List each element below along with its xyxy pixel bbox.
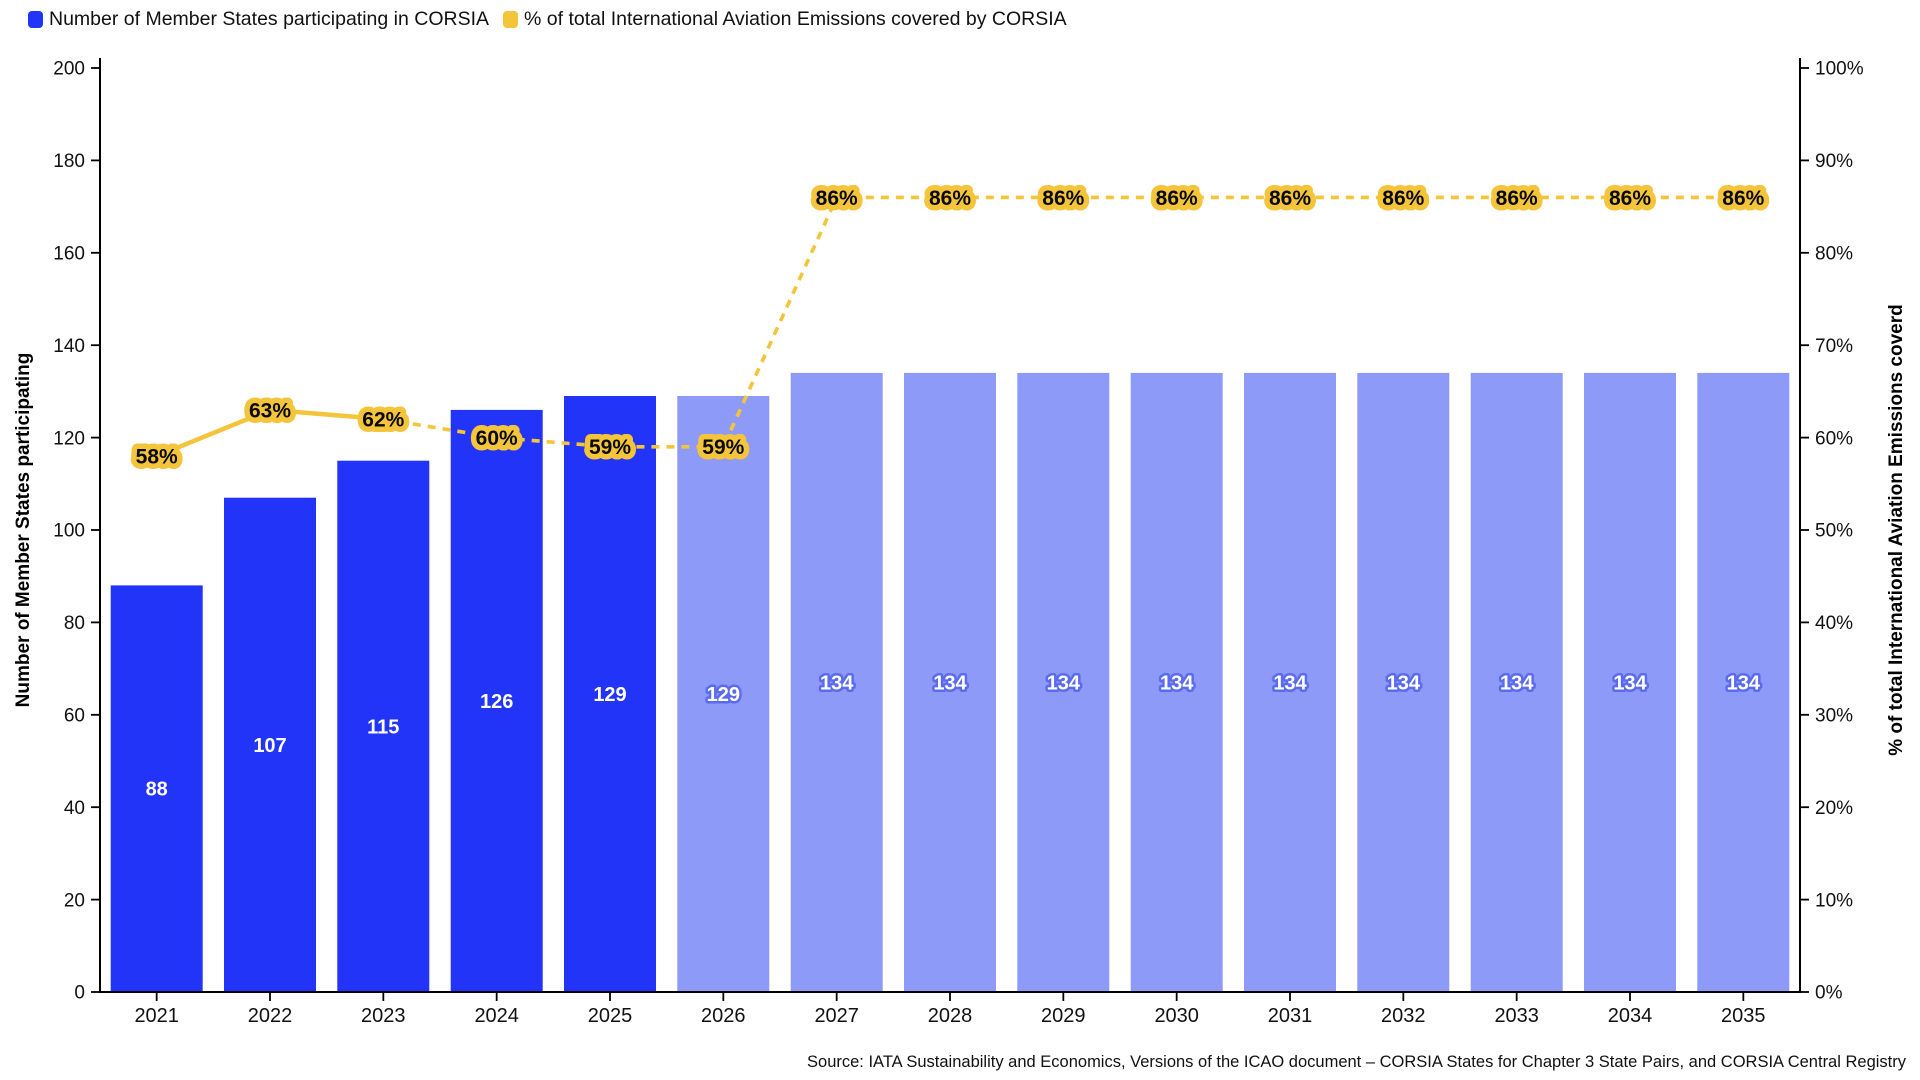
left-axis-tick-label: 160 [53,243,85,264]
x-axis-label-2021: 2021 [134,1005,179,1027]
right-axis-tick-label: 40% [1815,613,1853,634]
emissions-line-solid [154,407,386,459]
bar-value-label-2025: 129 [593,684,626,706]
line-point-label-2026: 59% [702,436,744,459]
legend-item-emissions-covered: % of total International Aviation Emissi… [503,8,1067,31]
x-axis-label-2031: 2031 [1268,1005,1313,1027]
bar-2033 [1470,372,1563,992]
x-axis-label-2028: 2028 [928,1005,973,1027]
emissions-line-dashed [383,195,1744,449]
right-axis-tick-label: 100% [1815,59,1864,80]
bar-value-label-2034: 134 [1613,673,1647,695]
x-axis-label-2023: 2023 [361,1005,406,1027]
line-point-label-2031: 86% [1269,187,1311,210]
right-axis-tick-label: 90% [1815,151,1853,172]
line-point-label-2023: 62% [362,408,404,431]
source-attribution: Source: IATA Sustainability and Economic… [807,1053,1906,1071]
bar-value-label-2027: 134 [820,673,854,695]
legend-swatch-emissions-icon [503,11,519,28]
bar-value-label-2030: 134 [1160,673,1194,695]
right-axis-tick-label: 10% [1815,890,1853,911]
left-axis-tick-label: 0 [74,983,85,1004]
bar-value-label-2031: 134 [1273,673,1307,695]
line-point-label-2035: 86% [1722,187,1764,210]
line-point-label-2024: 60% [476,427,518,450]
left-axis-tick-label: 120 [53,428,85,449]
bar-2035 [1697,372,1790,992]
line-point-label-2025: 59% [589,436,631,459]
bar-2025 [564,396,656,992]
x-axis-label-2030: 2030 [1154,1005,1199,1027]
line-point-label-2030: 86% [1156,187,1198,210]
bar-value-label-2033: 134 [1500,673,1534,695]
line-point-label-2034: 86% [1609,187,1651,210]
x-axis-label-2025: 2025 [588,1005,633,1027]
bar-value-label-2032: 134 [1387,673,1421,695]
x-axis-label-2033: 2033 [1494,1005,1539,1027]
legend-swatch-member-states-icon [28,11,43,28]
bar-2023 [337,460,430,992]
bar-value-label-2029: 134 [1047,673,1081,695]
bar-2024 [450,409,543,992]
right-axis-tick-label: 60% [1815,428,1853,449]
line-point-label-2021: 58% [136,445,178,468]
bar-2021 [110,585,203,992]
bar-value-label-2021: 88 [146,779,168,801]
right-axis-tick-label: 20% [1815,798,1853,819]
left-axis-title: Number of Member States participating [13,352,34,708]
left-axis-tick-label: 100 [53,521,85,542]
bar-2026 [677,396,770,992]
x-axis-label-2024: 2024 [474,1005,519,1027]
bar-2028 [904,372,996,992]
bar-2031 [1244,372,1336,992]
x-axis-label-2035: 2035 [1721,1005,1766,1027]
right-axis-title: % of total International Aviation Emissi… [1886,304,1907,756]
line-point-label-2028: 86% [929,187,971,210]
bar-value-label-2023: 115 [367,716,399,738]
right-axis-tick-label: 50% [1815,521,1853,542]
left-axis-tick-label: 60 [64,705,85,726]
right-axis-tick-label: 70% [1815,336,1853,357]
bar-value-label-2028: 134 [933,673,967,695]
x-axis-label-2032: 2032 [1381,1005,1426,1027]
legend-label-member-states: Number of Member States participating in… [49,8,490,30]
legend-label-emissions: % of total International Aviation Emissi… [524,8,1067,30]
line-point-label-2033: 86% [1496,187,1538,210]
bar-2034 [1584,372,1676,992]
left-axis-tick-label: 20 [64,890,85,911]
left-axis-tick-label: 140 [53,336,85,357]
bar-2027 [790,372,883,992]
left-axis-tick-label: 40 [64,798,85,819]
line-point-label-2027: 86% [816,187,858,210]
bar-2032 [1357,372,1450,992]
bar-2030 [1130,372,1223,992]
right-axis-tick-label: 80% [1815,243,1853,264]
x-axis-label-2027: 2027 [814,1005,859,1027]
right-axis-tick-label: 30% [1815,705,1853,726]
left-axis-tick-label: 200 [53,59,85,80]
left-axis-tick-label: 80 [64,613,85,634]
right-axis-tick-label: 0% [1815,983,1843,1004]
bar-value-label-2026: 129 [707,684,740,706]
line-point-label-2029: 86% [1042,187,1084,210]
bar-value-label-2035: 134 [1727,673,1761,695]
left-axis-tick-label: 180 [53,151,85,172]
bar-value-label-2024: 126 [480,691,513,713]
bar-2022 [224,497,316,992]
x-axis-label-2026: 2026 [701,1005,746,1027]
x-axis-label-2034: 2034 [1608,1005,1653,1027]
bar-2029 [1017,372,1110,992]
x-axis-label-2022: 2022 [248,1005,293,1027]
bar-value-label-2022: 107 [253,735,286,757]
line-point-label-2032: 86% [1382,187,1424,210]
chart-legend: Number of Member States participating in… [28,8,1067,31]
line-point-label-2022: 63% [249,399,291,422]
x-axis-label-2029: 2029 [1041,1005,1086,1027]
legend-item-member-states: Number of Member States participating in… [28,8,489,31]
